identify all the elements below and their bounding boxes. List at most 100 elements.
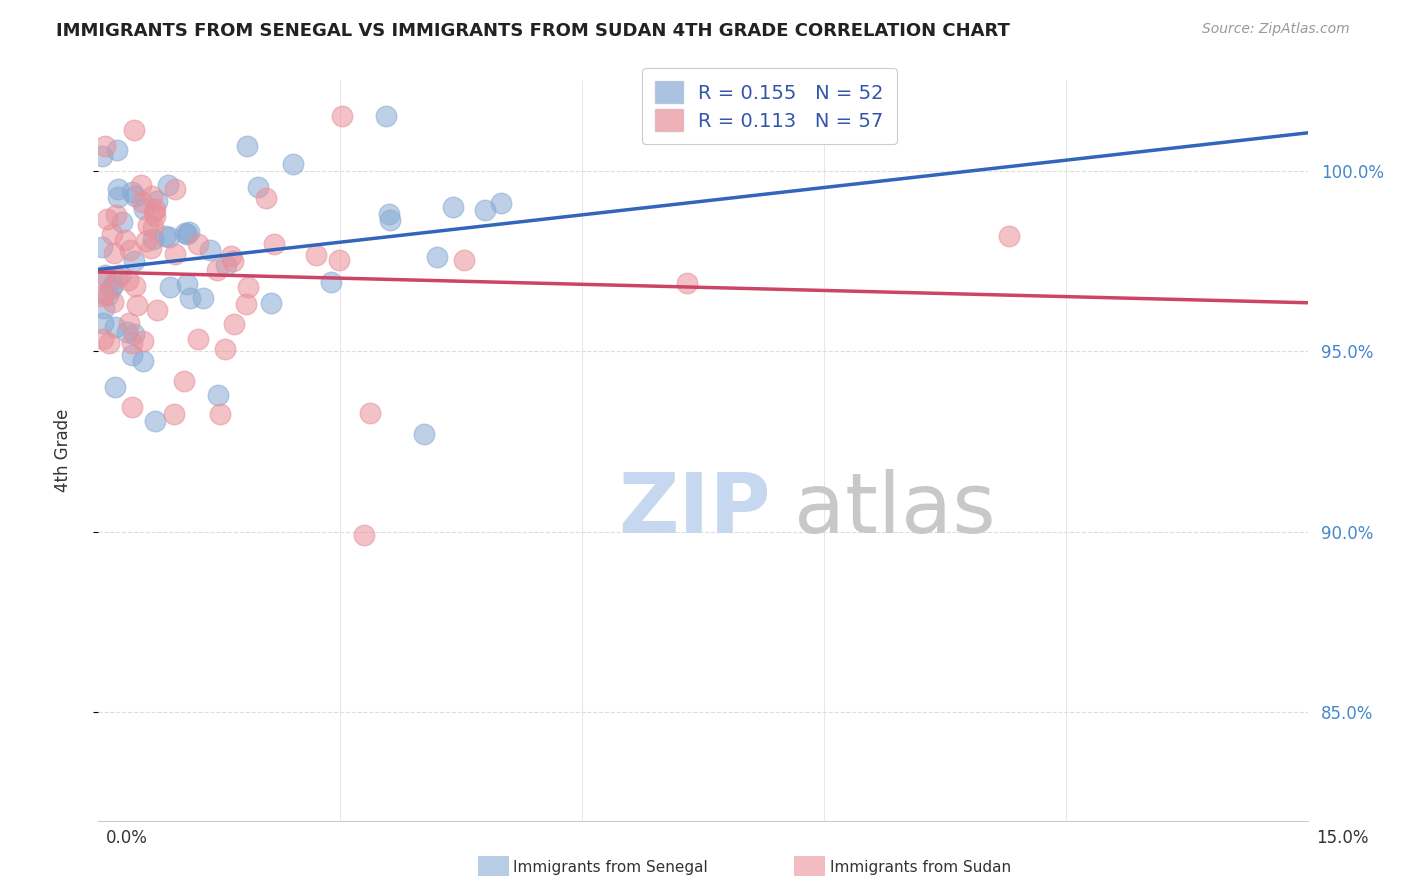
Point xyxy=(426,250,449,264)
Point xyxy=(176,277,198,292)
Point xyxy=(104,320,127,334)
Point xyxy=(163,407,186,421)
Point xyxy=(110,214,132,228)
Text: ZIP: ZIP xyxy=(619,469,770,550)
Point xyxy=(100,281,122,295)
Point xyxy=(136,219,159,233)
Point xyxy=(413,427,436,442)
Point xyxy=(222,317,245,331)
Point xyxy=(208,407,231,421)
Point xyxy=(179,291,201,305)
Point xyxy=(107,190,129,204)
Point xyxy=(330,109,353,123)
Point xyxy=(187,332,209,346)
Point xyxy=(120,243,142,257)
Point xyxy=(105,143,128,157)
Point xyxy=(441,200,464,214)
Point xyxy=(205,263,228,277)
Point xyxy=(998,228,1021,243)
Point xyxy=(121,185,143,199)
Point xyxy=(142,205,165,219)
Point xyxy=(173,374,195,388)
Point xyxy=(222,253,245,268)
Point xyxy=(125,298,148,312)
Text: Immigrants from Senegal: Immigrants from Senegal xyxy=(513,860,709,874)
Point xyxy=(93,286,115,301)
Point xyxy=(131,353,153,368)
Point xyxy=(135,234,157,248)
Point xyxy=(93,301,115,315)
Point xyxy=(221,249,243,263)
Point xyxy=(177,225,200,239)
Text: 15.0%: 15.0% xyxy=(1316,829,1369,847)
Point xyxy=(153,228,176,243)
Point xyxy=(377,207,399,221)
Point xyxy=(122,254,145,268)
Point xyxy=(117,273,139,287)
Point xyxy=(238,280,260,294)
Point xyxy=(142,220,165,235)
Text: Immigrants from Sudan: Immigrants from Sudan xyxy=(830,860,1011,874)
Point xyxy=(105,208,128,222)
Point xyxy=(104,379,127,393)
Text: 0.0%: 0.0% xyxy=(105,829,148,847)
Point xyxy=(101,295,124,310)
Point xyxy=(187,236,209,251)
Point xyxy=(121,336,143,351)
Point xyxy=(121,400,143,414)
Point xyxy=(176,227,198,241)
Point xyxy=(214,342,236,356)
Point xyxy=(474,203,496,218)
Point xyxy=(101,227,124,241)
Point xyxy=(159,280,181,294)
Point xyxy=(96,212,118,227)
Point xyxy=(145,303,167,318)
Point xyxy=(198,244,221,258)
Point xyxy=(124,189,146,203)
Point xyxy=(122,123,145,137)
Point xyxy=(91,332,114,346)
Point xyxy=(141,241,163,255)
Legend: R = 0.155   N = 52, R = 0.113   N = 57: R = 0.155 N = 52, R = 0.113 N = 57 xyxy=(641,68,897,145)
Point xyxy=(236,139,259,153)
Point xyxy=(122,326,145,341)
Point xyxy=(215,258,238,272)
Point xyxy=(108,268,131,283)
Point xyxy=(103,245,125,260)
Point xyxy=(146,194,169,208)
Point xyxy=(319,275,342,289)
Point xyxy=(114,233,136,247)
Point xyxy=(143,202,166,217)
Point xyxy=(157,178,180,192)
Point xyxy=(94,138,117,153)
Point xyxy=(145,209,167,223)
Point xyxy=(254,191,277,205)
Point xyxy=(305,247,328,261)
Point xyxy=(94,269,117,284)
Point xyxy=(453,253,475,268)
Point xyxy=(142,232,165,246)
Text: IMMIGRANTS FROM SENEGAL VS IMMIGRANTS FROM SUDAN 4TH GRADE CORRELATION CHART: IMMIGRANTS FROM SENEGAL VS IMMIGRANTS FR… xyxy=(56,22,1010,40)
Point xyxy=(193,291,215,305)
Point xyxy=(159,230,181,244)
Point xyxy=(117,326,139,340)
Point xyxy=(378,213,401,227)
Point xyxy=(132,202,155,216)
Point xyxy=(91,149,114,163)
Point xyxy=(359,407,381,421)
Point xyxy=(94,268,117,282)
Point xyxy=(260,295,283,310)
Point xyxy=(131,194,153,209)
Point xyxy=(98,336,121,351)
Point xyxy=(97,288,120,302)
Point xyxy=(491,196,513,211)
Point xyxy=(141,189,163,203)
Point xyxy=(91,316,114,330)
Point xyxy=(121,348,143,362)
Point xyxy=(163,182,186,196)
Point xyxy=(129,178,152,193)
Point xyxy=(207,388,229,402)
Point xyxy=(263,237,285,252)
Point xyxy=(91,288,114,302)
Point xyxy=(247,179,270,194)
